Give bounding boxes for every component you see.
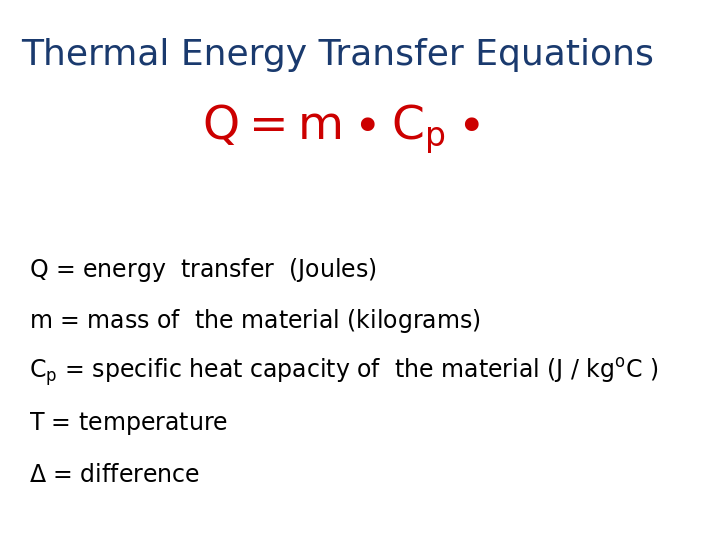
Text: $\mathrm{C_p}$ = specific heat capacity of  the material (J / kg$^\mathrm{o}$C ): $\mathrm{C_p}$ = specific heat capacity … — [29, 356, 659, 389]
Text: $\mathrm{m}$ = mass of  the material (kilograms): $\mathrm{m}$ = mass of the material (kil… — [29, 307, 480, 335]
Text: $\mathrm{Q=m\bullet C_p\bullet}$: $\mathrm{Q=m\bullet C_p\bullet}$ — [202, 103, 480, 157]
Text: Thermal Energy Transfer Equations: Thermal Energy Transfer Equations — [22, 38, 654, 72]
Text: $\mathrm{T}$ = temperature: $\mathrm{T}$ = temperature — [29, 410, 228, 437]
Text: $\mathrm{Q}$ = energy  transfer  (Joules): $\mathrm{Q}$ = energy transfer (Joules) — [29, 256, 377, 284]
Text: $\mathrm{\Delta}$ = difference: $\mathrm{\Delta}$ = difference — [29, 463, 200, 487]
